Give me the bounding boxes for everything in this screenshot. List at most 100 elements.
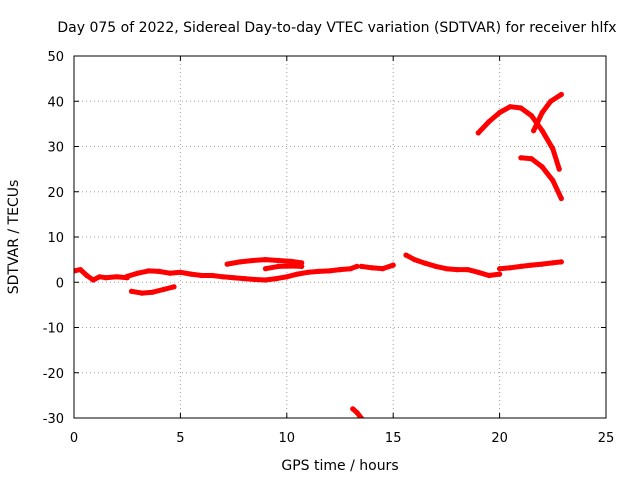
chart-title: Day 075 of 2022, Sidereal Day-to-day VTE… xyxy=(57,20,616,36)
data-point xyxy=(518,263,524,269)
data-point xyxy=(114,274,120,280)
x-tick-label: 15 xyxy=(385,431,402,446)
data-point xyxy=(262,266,269,272)
data-point xyxy=(209,272,215,279)
series-arc-6 xyxy=(358,262,396,272)
x-axis-title: GPS time / hours xyxy=(281,458,398,474)
data-point xyxy=(539,164,545,170)
data-point xyxy=(139,290,145,296)
series-arc-7 xyxy=(403,252,503,278)
data-point xyxy=(77,267,83,273)
data-point xyxy=(380,266,386,272)
data-point xyxy=(305,269,311,275)
data-point xyxy=(275,263,281,269)
data-point xyxy=(150,289,156,295)
series-arc-10 xyxy=(531,92,564,134)
data-point xyxy=(231,275,237,281)
data-point xyxy=(103,275,109,281)
data-point xyxy=(74,268,77,274)
data-point xyxy=(454,267,460,273)
data-point xyxy=(422,260,428,266)
tick-layer: 0 5 10 15 20 25 -30 -20 -10 0 10 20 30 40 50 xyxy=(43,50,615,446)
data-point xyxy=(443,266,449,272)
data-point xyxy=(84,272,90,279)
data-point xyxy=(369,265,375,271)
data-point xyxy=(145,268,152,274)
data-point xyxy=(273,276,279,282)
data-point xyxy=(96,274,103,280)
data-point xyxy=(299,263,305,269)
data-point xyxy=(518,155,524,161)
data-point xyxy=(558,195,564,202)
data-point xyxy=(411,257,418,263)
data-point xyxy=(326,268,332,274)
data-point xyxy=(550,260,556,266)
data-point xyxy=(558,259,564,265)
data-point xyxy=(241,276,247,282)
data-point xyxy=(167,270,173,276)
data-point xyxy=(507,104,513,110)
data-point xyxy=(475,130,481,136)
data-point xyxy=(403,252,409,258)
data-point xyxy=(556,166,562,172)
data-point xyxy=(350,406,356,412)
data-point xyxy=(237,259,243,265)
data-point xyxy=(252,276,258,283)
data-point xyxy=(531,128,537,134)
data-point xyxy=(128,288,135,294)
series-layer xyxy=(74,91,564,418)
data-point xyxy=(275,257,281,264)
data-point xyxy=(156,268,162,274)
data-point xyxy=(486,119,492,125)
data-point xyxy=(518,105,524,111)
data-point xyxy=(160,286,166,293)
data-point xyxy=(539,110,545,116)
data-point xyxy=(486,272,492,279)
x-tick-label: 10 xyxy=(279,431,296,446)
data-point xyxy=(539,128,545,134)
data-point xyxy=(354,263,360,269)
data-point xyxy=(199,272,205,279)
data-point xyxy=(465,267,471,273)
y-tick-label: 40 xyxy=(47,95,64,110)
y-tick-label: 50 xyxy=(47,50,64,65)
data-point xyxy=(354,410,360,416)
data-point xyxy=(539,261,545,267)
data-point xyxy=(288,258,294,264)
data-point xyxy=(316,268,322,274)
series-arc-5 xyxy=(263,263,305,272)
data-point xyxy=(497,110,503,116)
y-tick-label: 30 xyxy=(47,141,64,156)
data-point xyxy=(284,274,290,280)
data-point xyxy=(528,113,535,119)
y-tick-label: 0 xyxy=(56,276,64,291)
x-tick-label: 0 xyxy=(70,431,78,446)
data-point xyxy=(224,261,230,267)
y-tick-label: -10 xyxy=(43,322,64,337)
data-point xyxy=(528,156,535,162)
y-tick-label: 10 xyxy=(47,231,64,246)
y-tick-label: -20 xyxy=(43,367,64,382)
data-point xyxy=(548,98,554,104)
x-tick-label: 5 xyxy=(176,431,184,446)
data-point xyxy=(497,266,503,272)
data-point xyxy=(177,269,183,275)
data-point xyxy=(262,257,269,263)
data-point xyxy=(124,273,130,279)
data-point xyxy=(90,277,96,283)
x-tick-label: 20 xyxy=(491,431,508,446)
data-point xyxy=(294,271,300,277)
data-point xyxy=(250,257,256,264)
data-point xyxy=(220,274,226,280)
y-tick-label: -30 xyxy=(43,412,64,427)
data-point xyxy=(171,284,177,290)
data-point xyxy=(433,263,439,269)
data-point xyxy=(262,277,269,283)
data-point xyxy=(358,415,364,418)
data-point xyxy=(475,269,481,275)
data-point xyxy=(358,263,364,269)
series-arc-9 xyxy=(475,104,562,172)
data-point xyxy=(497,271,503,277)
data-point xyxy=(337,267,343,273)
